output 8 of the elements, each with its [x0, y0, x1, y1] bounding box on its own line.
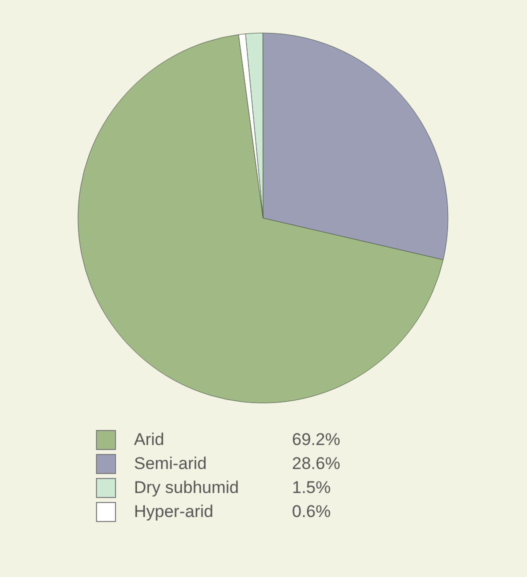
legend-label: Hyper-arid	[134, 501, 214, 523]
legend-label: Semi-arid	[134, 453, 208, 475]
data-label: 69.2%	[292, 429, 340, 451]
legend-label: Dry subhumid	[134, 477, 240, 499]
data-label: 0.6%	[292, 501, 332, 523]
data-label: 1.5%	[292, 477, 332, 499]
data-label: 28.6%	[292, 453, 340, 475]
legend-label: Arid	[134, 429, 166, 451]
